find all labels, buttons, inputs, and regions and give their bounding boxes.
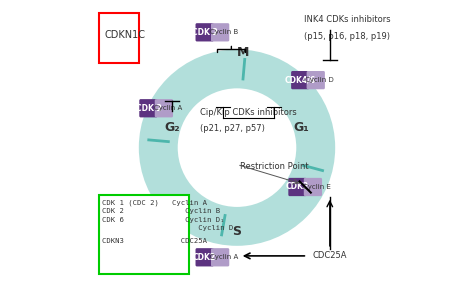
Text: Cyclin E: Cyclin E bbox=[303, 184, 331, 190]
FancyBboxPatch shape bbox=[99, 195, 189, 274]
FancyBboxPatch shape bbox=[288, 178, 307, 196]
Text: CDK 2: CDK 2 bbox=[136, 104, 161, 113]
Text: CDC25A: CDC25A bbox=[313, 251, 347, 260]
Text: CDK 2: CDK 2 bbox=[192, 28, 218, 37]
Text: CDKN1C: CDKN1C bbox=[105, 30, 146, 39]
Text: (p21, p27, p57): (p21, p27, p57) bbox=[201, 124, 265, 133]
FancyBboxPatch shape bbox=[99, 12, 138, 63]
Text: INK4 CDKs inhibitors: INK4 CDKs inhibitors bbox=[304, 15, 391, 24]
FancyBboxPatch shape bbox=[195, 248, 214, 266]
Text: CDKN3             CDC25A: CDKN3 CDC25A bbox=[102, 238, 207, 244]
FancyBboxPatch shape bbox=[139, 99, 157, 117]
Text: S: S bbox=[233, 225, 241, 239]
Text: G₁: G₁ bbox=[294, 122, 310, 134]
FancyBboxPatch shape bbox=[304, 178, 322, 196]
Text: CDK2: CDK2 bbox=[286, 183, 309, 191]
Text: Cyclin A: Cyclin A bbox=[154, 105, 182, 111]
FancyBboxPatch shape bbox=[211, 248, 229, 266]
Text: G₂: G₂ bbox=[164, 122, 180, 134]
Text: (p15, p16, p18, p19): (p15, p16, p18, p19) bbox=[304, 32, 391, 41]
Text: CDK 2              Cyclin B: CDK 2 Cyclin B bbox=[102, 208, 220, 214]
Text: Cyclin A: Cyclin A bbox=[210, 254, 238, 260]
Text: M: M bbox=[237, 45, 249, 59]
Text: CDK2: CDK2 bbox=[193, 253, 216, 262]
Text: Cip/Kip CDKs inhibitors: Cip/Kip CDKs inhibitors bbox=[201, 108, 297, 117]
FancyBboxPatch shape bbox=[195, 23, 214, 41]
FancyBboxPatch shape bbox=[307, 71, 325, 89]
FancyBboxPatch shape bbox=[211, 23, 229, 41]
Text: CDK4/6: CDK4/6 bbox=[285, 76, 316, 85]
FancyBboxPatch shape bbox=[155, 99, 173, 117]
Text: CDK 6              Cyclin D₁: CDK 6 Cyclin D₁ bbox=[102, 216, 225, 223]
Text: Cyclin D: Cyclin D bbox=[305, 77, 334, 83]
Text: CDK 1 (CDC 2)   Cyclin A: CDK 1 (CDC 2) Cyclin A bbox=[102, 200, 207, 206]
Text: Restriction Point: Restriction Point bbox=[240, 162, 309, 171]
FancyBboxPatch shape bbox=[291, 71, 310, 89]
Text: Cyclin B: Cyclin B bbox=[210, 29, 238, 35]
Text: Cyclin D₂: Cyclin D₂ bbox=[102, 225, 237, 231]
